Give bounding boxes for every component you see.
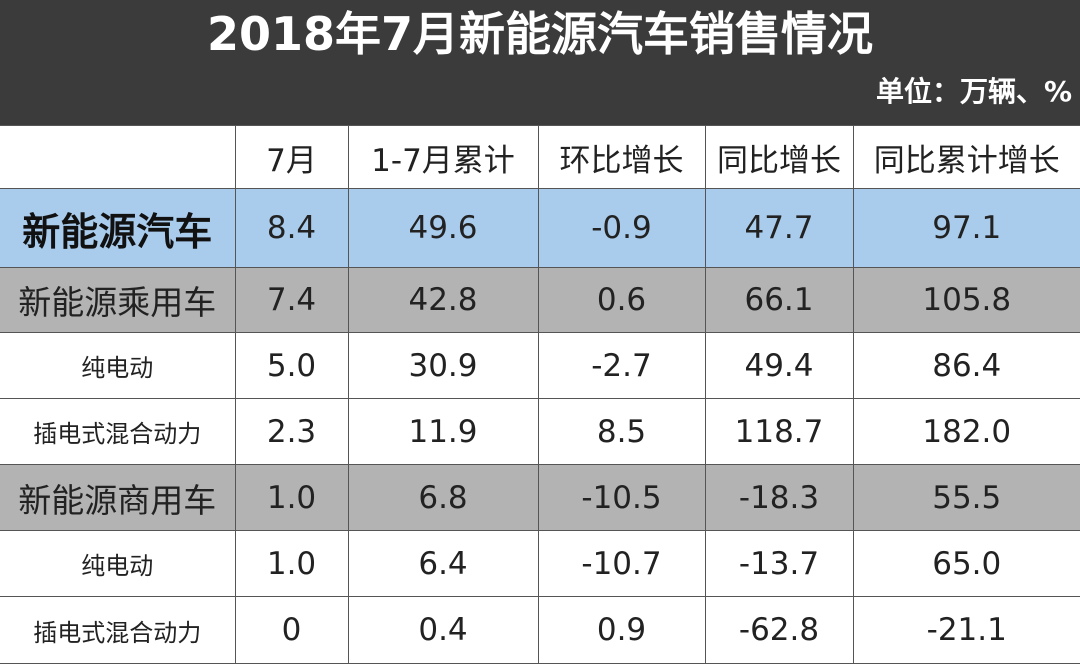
table-row: 新能源乘用车 7.4 42.8 0.6 66.1 105.8 <box>0 267 1080 333</box>
table-row: 插电式混合动力 2.3 11.9 8.5 118.7 182.0 <box>0 398 1080 465</box>
row-label: 纯电动 <box>0 332 236 399</box>
cell: 30.9 <box>347 332 539 399</box>
cell: 66.1 <box>704 267 854 333</box>
cell: 1.0 <box>234 530 349 597</box>
cell: 6.8 <box>347 464 539 531</box>
cell: 55.5 <box>852 464 1080 531</box>
cell: 47.7 <box>704 188 854 268</box>
table-row: 纯电动 1.0 6.4 -10.7 -13.7 65.0 <box>0 530 1080 597</box>
row-label: 插电式混合动力 <box>0 398 236 465</box>
cell: 7.4 <box>234 267 349 333</box>
header-cell: 同比增长 <box>704 125 854 189</box>
cell: -62.8 <box>704 596 854 664</box>
cell: 105.8 <box>852 267 1080 333</box>
row-label: 插电式混合动力 <box>0 596 236 664</box>
cell: 2.3 <box>234 398 349 465</box>
row-label: 新能源乘用车 <box>0 267 236 333</box>
title: 2018年7月新能源汽车销售情况 <box>206 7 874 61</box>
cell: 86.4 <box>852 332 1080 399</box>
cell: -10.7 <box>537 530 706 597</box>
header-cell: 环比增长 <box>537 125 706 189</box>
header-cell: 1-7月累计 <box>347 125 539 189</box>
cell: 8.4 <box>234 188 349 268</box>
cell: 118.7 <box>704 398 854 465</box>
cell: 1.0 <box>234 464 349 531</box>
cell: -21.1 <box>852 596 1080 664</box>
cell: 0.6 <box>537 267 706 333</box>
header-cell: 同比累计增长 <box>852 125 1080 189</box>
unit: 单位：万辆、% <box>875 75 1072 108</box>
cell: 182.0 <box>852 398 1080 465</box>
table-row: 新能源商用车 1.0 6.8 -10.5 -18.3 55.5 <box>0 464 1080 531</box>
cell: 42.8 <box>347 267 539 333</box>
table-row: 插电式混合动力 0 0.4 0.9 -62.8 -21.1 <box>0 596 1080 664</box>
cell: 97.1 <box>852 188 1080 268</box>
table-row: 纯电动 5.0 30.9 -2.7 49.4 86.4 <box>0 332 1080 399</box>
cell: -18.3 <box>704 464 854 531</box>
title-bar: 2018年7月新能源汽车销售情况 单位：万辆、% <box>0 0 1080 125</box>
row-label: 新能源商用车 <box>0 464 236 531</box>
cell: -13.7 <box>704 530 854 597</box>
cell: -0.9 <box>537 188 706 268</box>
row-label: 新能源汽车 <box>0 188 236 268</box>
cell: -2.7 <box>537 332 706 399</box>
cell: 6.4 <box>347 530 539 597</box>
cell: 49.4 <box>704 332 854 399</box>
cell: 0 <box>234 596 349 664</box>
header-cell <box>0 125 236 189</box>
cell: 0.4 <box>347 596 539 664</box>
cell: 49.6 <box>347 188 539 268</box>
cell: 0.9 <box>537 596 706 664</box>
sales-table: 7月 1-7月累计 环比增长 同比增长 同比累计增长 新能源汽车 8.4 49.6 -0.9 47… <box>0 125 1080 664</box>
cell: 65.0 <box>852 530 1080 597</box>
row-label: 纯电动 <box>0 530 236 597</box>
cell: 8.5 <box>537 398 706 465</box>
header-cell: 7月 <box>234 125 349 189</box>
table-row: 新能源汽车 8.4 49.6 -0.9 47.7 97.1 <box>0 188 1080 268</box>
header-row: 7月 1-7月累计 环比增长 同比增长 同比累计增长 <box>0 125 1080 189</box>
cell: -10.5 <box>537 464 706 531</box>
cell: 5.0 <box>234 332 349 399</box>
cell: 11.9 <box>347 398 539 465</box>
